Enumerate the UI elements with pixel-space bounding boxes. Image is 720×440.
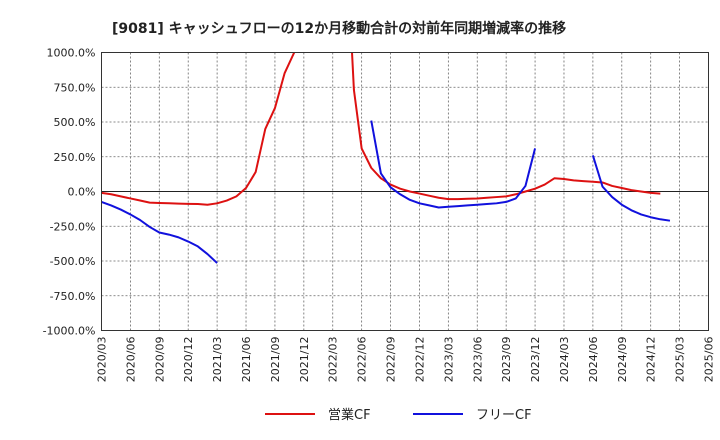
- x-tick-label: 2022/09: [385, 337, 398, 383]
- x-tick-label: 2023/06: [471, 337, 484, 383]
- series-lines: [101, 52, 671, 264]
- grid: [101, 52, 709, 331]
- x-tick-label: 2021/06: [240, 337, 253, 383]
- x-tick-label: 2021/03: [211, 337, 224, 383]
- legend-label-operating-cf: 営業CF: [328, 407, 371, 423]
- y-tick-label: 250.0%: [54, 151, 96, 164]
- plot-frame: [101, 52, 709, 331]
- x-tick-label: 2025/06: [703, 337, 716, 383]
- y-tick-label: 750.0%: [54, 81, 96, 94]
- x-tick-label: 2022/06: [356, 337, 369, 383]
- x-tick-label: 2024/09: [616, 337, 629, 383]
- x-tick-label: 2023/03: [442, 337, 455, 383]
- series-line-free-cf: [101, 200, 218, 264]
- x-tick-label: 2024/12: [645, 337, 658, 383]
- legend: 営業CF フリーCF: [265, 407, 532, 423]
- x-tick-label: 2022/12: [413, 337, 426, 383]
- chart-title: [9081] キャッシュフローの12か月移動合計の対前年同期増減率の推移: [112, 20, 566, 37]
- x-tick-label: 2021/09: [269, 337, 282, 383]
- series-line-operating-cf: [101, 52, 296, 206]
- y-tick-label: -250.0%: [50, 220, 96, 233]
- series-line-operating-cf: [351, 52, 661, 201]
- y-tick-label: 1000.0%: [47, 47, 96, 60]
- y-tick-label: 0.0%: [68, 186, 96, 199]
- y-tick-label: 500.0%: [54, 116, 96, 129]
- x-axis-ticks: 2020/03 2020/06 2020/09 2020/12 2021/03 2021/…: [96, 337, 716, 383]
- x-tick-label: 2020/06: [124, 337, 137, 383]
- x-tick-label: 2021/12: [298, 337, 311, 383]
- x-tick-label: 2025/03: [674, 337, 687, 383]
- legend-label-free-cf: フリーCF: [476, 408, 532, 423]
- y-tick-label: -1000.0%: [43, 325, 96, 338]
- y-axis-ticks: 1000.0% 750.0% 500.0% 250.0% 0.0% -250.0% -500…: [43, 47, 96, 338]
- x-tick-label: 2023/12: [529, 337, 542, 383]
- x-tick-label: 2024/06: [587, 337, 600, 383]
- x-tick-label: 2020/12: [182, 337, 195, 383]
- x-tick-label: 2020/09: [153, 337, 166, 383]
- x-tick-label: 2022/03: [327, 337, 340, 383]
- x-tick-label: 2023/09: [500, 337, 513, 383]
- series-line-free-cf: [370, 120, 537, 209]
- y-tick-label: -500.0%: [50, 255, 96, 268]
- x-tick-label: 2020/03: [96, 337, 109, 383]
- y-tick-label: -750.0%: [50, 290, 96, 303]
- series-line-free-cf: [591, 155, 671, 222]
- x-tick-label: 2024/03: [558, 337, 571, 383]
